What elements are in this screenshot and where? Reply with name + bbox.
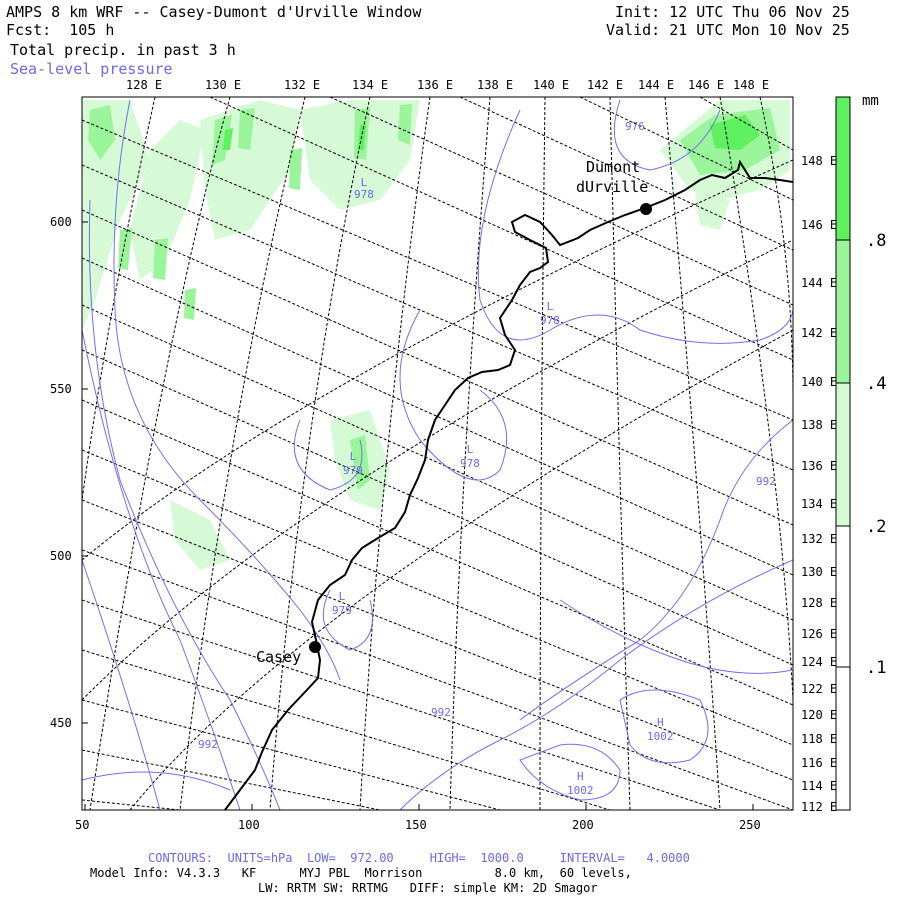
dumont-durville-station-marker (640, 203, 652, 215)
forecast-hour: Fcst: 105 h (6, 21, 115, 39)
physics-info: LW: RRTM SW: RRTMG DIFF: simple KM: 2D S… (258, 881, 598, 895)
colorbar-label: .2 (866, 517, 887, 537)
low-pressure-label: L 979 (332, 590, 352, 617)
coastline (224, 159, 793, 810)
top-lon-label: 132 E (284, 78, 321, 92)
top-lon-label: 144 E (638, 78, 675, 92)
station-label-durville: dUrville (576, 178, 649, 196)
y-axis-ticks (82, 221, 754, 810)
low-pressure-label: L 979 (343, 450, 363, 477)
colorbar-label: .4 (866, 374, 887, 394)
x-tick-label: 250 (739, 818, 761, 832)
right-lon-label: 122 E (801, 682, 838, 696)
right-lon-label: 134 E (801, 497, 838, 511)
contours-info: CONTOURS: UNITS=hPa LOW= 972.00 HIGH= 10… (148, 851, 690, 865)
top-lon-label: 136 E (417, 78, 454, 92)
colorbar-label: .1 (866, 658, 887, 678)
colorbar-unit: mm (862, 93, 879, 109)
right-lon-label: 114 E (801, 779, 838, 793)
top-lon-label: 138 E (477, 78, 514, 92)
latlon-grid (82, 97, 793, 810)
top-lon-label: 134 E (352, 78, 389, 92)
x-tick-label: 150 (405, 818, 427, 832)
station-label-casey: Casey (256, 648, 302, 666)
contour-label: 992 (431, 706, 451, 719)
x-tick-label: 200 (572, 818, 594, 832)
x-tick-label: 100 (238, 818, 260, 832)
init-time: Init: 12 UTC Thu 06 Nov 25 (615, 3, 850, 21)
low-pressure-label: L 978 (354, 176, 374, 201)
top-lon-label: 140 E (533, 78, 570, 92)
top-lon-label: 148 E (733, 78, 770, 92)
right-lon-label: 124 E (801, 655, 838, 669)
top-lon-label: 142 E (587, 78, 624, 92)
y-tick-label: 500 (50, 549, 72, 563)
top-lon-label: 146 E (688, 78, 725, 92)
contour-label: 976 (625, 120, 645, 133)
right-lon-label: 116 E (801, 756, 838, 770)
right-lon-label: 128 E (801, 596, 838, 610)
top-lon-label: 130 E (205, 78, 242, 92)
right-lon-label: 126 E (801, 627, 838, 641)
right-lon-label: 148 E (801, 154, 838, 168)
high-pressure-label: H 1002 (567, 770, 594, 797)
right-lon-label: 144 E (801, 276, 838, 290)
right-lon-label: 138 E (801, 418, 838, 432)
right-lon-label: 146 E (801, 218, 838, 232)
right-lon-label: 140 E (801, 375, 838, 389)
contour-label: 992 (756, 475, 776, 488)
precipitation-shading (82, 100, 790, 570)
map-title: AMPS 8 km WRF -- Casey-Dumont d'Urville … (6, 3, 422, 21)
y-tick-label: 550 (50, 382, 72, 396)
contour-label: 992 (198, 738, 218, 751)
colorbar-label: .8 (866, 231, 887, 251)
low-pressure-label: L 978 (460, 443, 480, 470)
plot-frame (81, 96, 794, 811)
right-lon-label: 142 E (801, 326, 838, 340)
x-tick-label: 50 (75, 818, 90, 832)
colorbar (835, 96, 851, 811)
right-lon-label: 132 E (801, 532, 838, 546)
station-label-dumont: Dumont (586, 158, 641, 176)
field-description: Total precip. in past 3 h (10, 41, 236, 59)
right-lon-label: 130 E (801, 565, 838, 579)
right-lon-label: 136 E (801, 459, 838, 473)
model-info: Model Info: V4.3.3 KF MYJ PBL Morrison 8… (90, 866, 632, 880)
right-lon-label: 118 E (801, 732, 838, 746)
right-lon-label: 120 E (801, 708, 838, 722)
low-pressure-label: L 978 (540, 300, 560, 327)
top-lon-label: 128 E (126, 78, 163, 92)
contour-field-description: Sea-level pressure (10, 60, 173, 78)
high-pressure-label: H 1002 (647, 716, 674, 743)
pressure-contours (82, 99, 793, 810)
valid-time: Valid: 21 UTC Mon 10 Nov 25 (606, 21, 850, 39)
y-tick-label: 450 (50, 716, 72, 730)
y-tick-label: 600 (50, 215, 72, 229)
casey-station-marker (309, 641, 321, 653)
right-lon-label: 112 E (801, 800, 838, 814)
